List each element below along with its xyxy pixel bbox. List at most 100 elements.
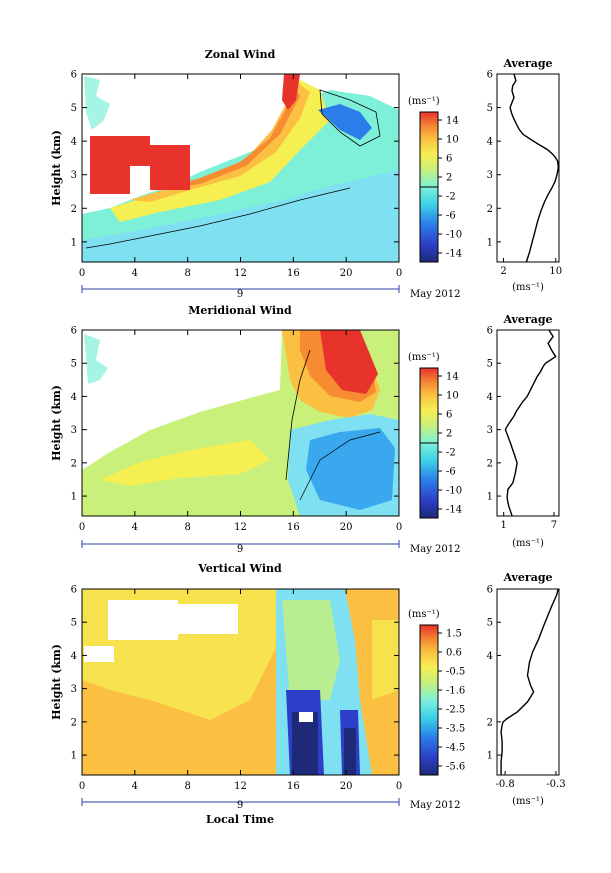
profile-y-tick-label: 4: [487, 137, 493, 148]
profile-unit: (ms⁻¹): [512, 282, 544, 293]
y-tick-label: 6: [71, 326, 77, 337]
x-tick-label: 12: [234, 781, 247, 792]
profile-title: Average: [502, 571, 552, 584]
profile-y-tick-label: 2: [487, 204, 493, 215]
profile-y-tick-label: 1: [487, 237, 493, 248]
profile-y-tick-label: 5: [487, 103, 493, 114]
y-tick-label: 4: [71, 137, 77, 148]
x-tick-label: 4: [132, 781, 138, 792]
y-ticks: 1 2 3 4 5 6: [71, 70, 399, 248]
y-axis-label: Height (km): [50, 130, 63, 206]
profile-y-tick-label: 6: [487, 585, 493, 596]
colorbar: (ms⁻¹) 1.5 0.6 -0.5 -1.6 -2.5 -3.5 -4.5 -5.6: [408, 609, 465, 776]
average-profile: Average 1 2 3 4 5 6 2 10 (ms⁻¹): [487, 57, 562, 293]
x-ticks: 0 4 8 12 16 20 0: [79, 330, 402, 533]
profile-y-tick-label: 5: [487, 618, 493, 629]
colorbar-tick-label: -3.5: [446, 724, 465, 735]
colorbar-tick-label: -4.5: [446, 743, 465, 754]
date-axis: 9 May 2012: [81, 285, 460, 300]
y-tick-label: 2: [71, 204, 77, 215]
colorbar-tick-label: 14: [446, 116, 459, 127]
date-label: May 2012: [410, 800, 460, 811]
heatmap-field: [82, 74, 399, 262]
y-tick-label: 3: [71, 170, 77, 181]
x-tick-label: 0: [79, 522, 85, 533]
profile-y-tick-label: 6: [487, 326, 493, 337]
colorbar-tick-label: -14: [446, 249, 462, 260]
colorbar: (ms⁻¹) 14 10 6 2 -2 -6 -10 -14: [408, 96, 462, 263]
colorbar-tick-label: 2: [446, 429, 452, 440]
x-tick-label: 16: [287, 268, 300, 279]
y-tick-label: 5: [71, 103, 77, 114]
profile-x-tick-label: -0.3: [546, 779, 565, 790]
profile-y-tick-label: 3: [487, 170, 493, 181]
x-tick-label: 0: [396, 781, 402, 792]
colorbar-tick-label: -0.5: [446, 667, 465, 678]
colorbar-unit: (ms⁻¹): [408, 609, 440, 620]
date-label: May 2012: [410, 544, 460, 555]
x-tick-label: 12: [234, 522, 247, 533]
y-ticks: 1 2 3 4 5 6: [71, 326, 399, 503]
y-tick-label: 1: [71, 492, 77, 503]
x-tick-label: 0: [396, 522, 402, 533]
colorbar-tick-label: -5.6: [446, 762, 465, 773]
x-tick-label: 8: [184, 781, 190, 792]
colorbar-tick-label: -6: [446, 467, 456, 478]
profile-y-tick-label: 4: [487, 651, 493, 662]
y-tick-label: 6: [71, 70, 77, 81]
profile-y-tick-label: 1: [487, 492, 493, 503]
profile-title: Average: [502, 313, 552, 326]
profile-y-tick-label: 1: [487, 751, 493, 762]
y-tick-label: 6: [71, 585, 77, 596]
colorbar-tick-label: -14: [446, 505, 462, 516]
colorbar: (ms⁻¹) 14 10 6 2 -2 -6 -10 -14: [408, 352, 462, 519]
y-tick-label: 1: [71, 237, 77, 248]
profile-line: [509, 73, 560, 263]
x-tick-label: 0: [79, 268, 85, 279]
colorbar-tick-label: -6: [446, 211, 456, 222]
profile-title: Average: [502, 57, 552, 70]
colorbar-tick-label: 14: [446, 372, 459, 383]
x-tick-label: 0: [79, 781, 85, 792]
colorbar-tick-label: -1.6: [446, 686, 465, 697]
y-tick-label: 1: [71, 751, 77, 762]
date-tick: 9: [237, 800, 243, 811]
y-axis-label: Height (km): [50, 644, 63, 720]
y-tick-label: 2: [71, 717, 77, 728]
colorbar-tick-label: -10: [446, 230, 462, 241]
average-profile: Average 1 2 4 5 6 -0.8 -0.3 (ms⁻¹): [487, 571, 566, 807]
colorbar-tick-label: 6: [446, 410, 452, 421]
profile-line: [504, 329, 557, 517]
x-tick-label: 20: [340, 268, 353, 279]
profile-y-tick-label: 4: [487, 392, 493, 403]
profile-y-tick-label: 5: [487, 359, 493, 370]
date-axis: 9 May 2012 Local Time: [81, 798, 460, 826]
profile-x-tick-label: 7: [551, 520, 557, 531]
profile-x-tick-label: 10: [549, 266, 562, 277]
profile-x-tick-label: -0.8: [495, 779, 514, 790]
profile-x-tick-label: 2: [500, 266, 506, 277]
x-tick-label: 8: [184, 522, 190, 533]
profile-unit: (ms⁻¹): [512, 796, 544, 807]
profile-y-tick-label: 2: [487, 458, 493, 469]
heatmap-field: [82, 589, 399, 775]
y-tick-label: 2: [71, 458, 77, 469]
x-tick-label: 20: [340, 781, 353, 792]
y-tick-label: 5: [71, 618, 77, 629]
date-axis: 9 May 2012: [81, 540, 460, 555]
x-ticks: 0 4 8 12 16 20 0: [79, 589, 402, 792]
profile-unit: (ms⁻¹): [512, 538, 544, 549]
panel-title: Zonal Wind: [205, 48, 276, 61]
profile-y-tick-label: 6: [487, 70, 493, 81]
x-tick-label: 0: [396, 268, 402, 279]
date-tick: 9: [237, 289, 243, 300]
panel-title: Meridional Wind: [188, 304, 292, 317]
profile-y-tick-label: 2: [487, 717, 493, 728]
profile-line: [500, 588, 559, 775]
colorbar-unit: (ms⁻¹): [408, 96, 440, 107]
colorbar-tick-label: -2.5: [446, 705, 465, 716]
x-tick-label: 20: [340, 522, 353, 533]
